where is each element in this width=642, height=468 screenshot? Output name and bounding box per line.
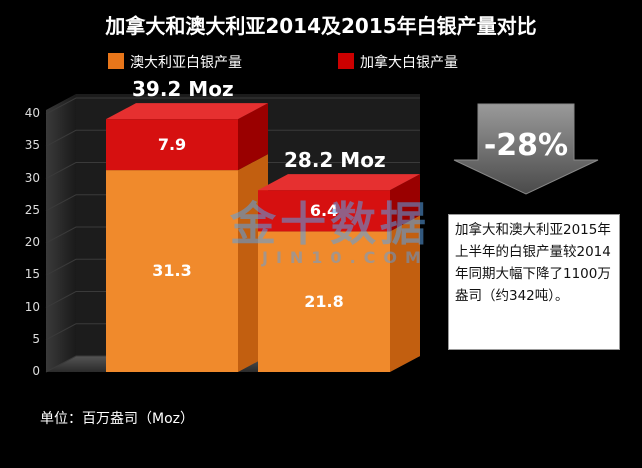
- bar-can-2015-top: [258, 174, 420, 191]
- bar-aus-2014: [106, 170, 238, 372]
- legend-item-australia: 澳大利亚白银产量: [108, 52, 242, 72]
- legend-swatch-canada: [338, 53, 354, 69]
- change-label: -28%: [483, 128, 569, 163]
- y-tick-label: 15: [24, 267, 40, 282]
- data-label-can-2014: 7.9: [157, 134, 187, 154]
- arrow-down-icon: [453, 103, 599, 195]
- annotation-box: 加拿大和澳大利亚2015年上半年的白银产量较2014年同期大幅下降了1100万盎…: [448, 214, 620, 350]
- y-tick-label: 0: [32, 364, 40, 378]
- gridline: [45, 162, 420, 179]
- bar-aus-2015-side: [390, 215, 420, 372]
- total-label-2015: 28.2 Moz: [284, 148, 386, 173]
- gridline: [45, 129, 420, 147]
- bar-can-2014: [106, 119, 238, 171]
- gridline: [45, 97, 420, 115]
- chart-title: 加拿大和澳大利亚2014及2015年白银产量对比: [105, 14, 537, 38]
- bar-can-2015-side: [390, 174, 420, 232]
- y-tick-label: 40: [24, 106, 40, 120]
- bar-can-2015: [258, 190, 390, 232]
- data-label-aus-2015: 21.8: [304, 291, 344, 311]
- legend-label-canada: 加拿大白银产量: [360, 55, 458, 71]
- unit-label: 单位：百万盎司（Moz）: [40, 411, 194, 427]
- bar-can-2014-top: [106, 103, 268, 120]
- watermark: 金十数据: [230, 197, 430, 251]
- watermark-sub: JIN10.COM: [262, 248, 429, 267]
- total-label-2014: 39.2 Moz: [132, 77, 234, 102]
- y-tick-label: 20: [24, 235, 40, 249]
- legend-item-canada: 加拿大白银产量: [338, 52, 458, 72]
- y-tick-label: 5: [32, 331, 40, 346]
- y-tick-label: 25: [24, 202, 40, 217]
- data-label-can-2015: 6.4: [309, 200, 339, 220]
- side-wall: [46, 94, 76, 372]
- legend-label-australia: 澳大利亚白银产量: [130, 55, 242, 71]
- legend-swatch-australia: [108, 53, 124, 69]
- y-tick-label: 10: [24, 299, 40, 314]
- y-tick-label: 35: [24, 138, 40, 153]
- data-label-aus-2014: 31.3: [152, 261, 192, 281]
- bar-aus-2015: [258, 231, 390, 372]
- y-tick-label: 30: [24, 170, 40, 185]
- bar-can-2014-side: [238, 103, 268, 171]
- chart-bars: [106, 103, 420, 372]
